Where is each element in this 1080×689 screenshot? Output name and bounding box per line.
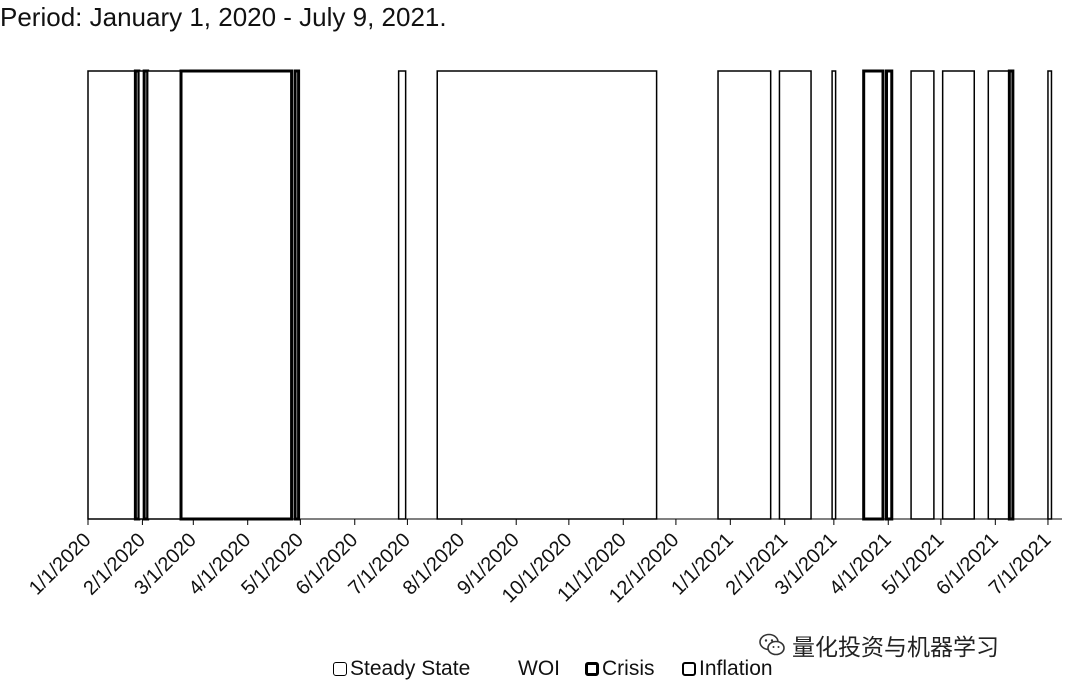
regime-bar-steady-11	[831, 70, 837, 520]
legend: Steady State WOI Crisis Inflation	[0, 657, 1080, 685]
crisis-swatch-icon	[585, 662, 599, 676]
regime-bar-steady-18	[1047, 70, 1053, 520]
legend-item-crisis: Crisis	[585, 657, 655, 681]
legend-item-woi: WOI	[518, 657, 560, 681]
regime-bar-inflation-6	[293, 69, 301, 521]
watermark: 量化投资与机器学习	[758, 628, 999, 662]
regime-bar-inflation-13	[885, 69, 894, 521]
watermark-text: 量化投资与机器学习	[792, 634, 999, 660]
regime-chart: 1/1/20202/1/20203/1/20204/1/20205/1/2020…	[25, 69, 1062, 607]
regime-bars	[87, 69, 1053, 521]
legend-label-steady: Steady State	[350, 657, 471, 680]
regime-bar-steady-0	[87, 70, 137, 520]
legend-label-woi: WOI	[518, 657, 560, 680]
page-title: Period: January 1, 2020 - July 9, 2021.	[0, 2, 447, 32]
regime-bar-steady-10	[778, 70, 812, 520]
x-axis-tick-labels: 1/1/20202/1/20203/1/20204/1/20205/1/2020…	[25, 529, 1056, 607]
regime-bar-crisis-5	[179, 69, 294, 521]
inflation-swatch-icon	[682, 662, 696, 676]
regime-bar-steady-16	[987, 70, 1011, 520]
regime-bar-steady-7	[397, 70, 407, 520]
wechat-icon	[759, 633, 785, 656]
legend-item-inflation: Inflation	[682, 657, 773, 681]
legend-label-inflation: Inflation	[699, 657, 773, 680]
regime-bar-inflation-17	[1007, 69, 1015, 521]
regime-bar-crisis-12	[862, 69, 885, 521]
legend-label-crisis: Crisis	[602, 657, 655, 680]
steady-state-swatch-icon	[333, 662, 347, 676]
legend-item-steady: Steady State	[333, 657, 470, 681]
regime-bar-steady-4	[146, 70, 182, 520]
x-axis-ticks	[87, 519, 1049, 525]
regime-bar-steady-15	[941, 70, 976, 520]
regime-bar-steady-8	[436, 70, 658, 520]
regime-bar-steady-9	[717, 70, 772, 520]
regime-bar-steady-14	[910, 70, 935, 520]
